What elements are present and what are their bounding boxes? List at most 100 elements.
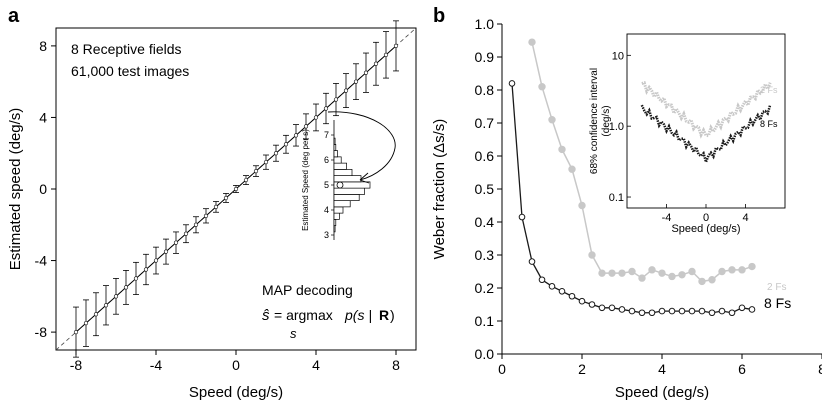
series-8fs-label: 8 Fs [764,295,791,311]
series-8fs-point [608,304,616,312]
panel-b-y-tick-label: 0.2 [475,280,495,296]
series-8fs-point [648,309,656,317]
series-2fs-point [748,262,756,271]
series-8fs-point [598,304,606,312]
data-point [303,124,309,129]
panel-a-x-tick-label: -4 [150,357,163,373]
formula-close: ) [390,307,395,323]
panel-a-points [73,43,399,335]
inset-hist-bar [333,212,340,220]
data-point [163,249,169,254]
panel-a-x-tick-label: -8 [70,357,83,373]
inset-b-x-ticks: -4 0 4 [662,204,749,224]
formula-R: R [379,307,389,323]
series-2fs-point [578,201,586,210]
panel-a-x-ticks: -8 -4 0 4 8 [70,350,400,373]
panel-b-y-ticks: 0.0 0.1 0.2 0.3 0.4 0.5 0.6 0.7 0.8 0.9 1.0 [475,16,502,362]
panel-b-y-tick-label: 0.0 [475,346,495,362]
inset-hist-bar [333,162,347,170]
inset-hist-tick-label: 6 [324,155,329,165]
inset-b-x-tick-label: 0 [703,212,709,224]
data-point [223,195,229,201]
inset-b-y-tick-label: 1.0 [609,121,624,133]
data-point [103,303,109,308]
series-2fs-point [678,271,686,279]
data-point [173,240,179,245]
data-point [233,186,239,192]
inset-2fs-line [641,80,772,139]
data-point [263,160,269,165]
inset-8fs-label: 8 Fs [760,119,778,129]
series-8fs-point [728,309,736,317]
data-point [83,321,89,326]
panel-b-y-tick-label: 0.3 [475,247,495,263]
inset-b-frame [626,33,786,209]
panel-a-ylabel: Estimated speed (deg/s) [7,108,24,271]
series-2fs-point [608,269,616,277]
panel-b-letter: b [433,5,445,27]
inset-hist-ticks: 3 4 5 6 7 [324,130,334,240]
data-point [93,312,99,317]
series-8fs-point [738,304,746,312]
data-point [153,258,159,263]
inset-hist-bar [333,187,365,195]
inset-hist-bar [333,137,336,145]
data-point [343,88,349,93]
map-formula: ŝ = argmax p(s | R ) s [262,307,395,341]
panel-a-letter: a [8,5,20,27]
inset-b-ylabel-1: 68% confidence interval [589,68,600,174]
panel-b-y-tick-label: 0.4 [475,214,495,230]
inset-hist-bar [333,206,344,214]
series-2fs-point [628,267,636,276]
panel-b-ylabel: Weber fraction (Δs/s) [431,119,448,260]
series-2fs-point [588,251,596,259]
series-8fs-point [658,307,666,315]
series-2fs-point [718,267,726,276]
data-point [393,43,399,48]
inset-8fs-line [640,104,772,166]
panel-b-x-tick-label: 6 [738,361,746,377]
series-8fs-point [618,306,626,313]
data-point [293,133,299,138]
data-point [333,97,339,102]
series-8fs-point [628,307,636,315]
panel-a-x-tick-label: 0 [232,357,240,373]
inset-b-y-tick-label: 10 [612,50,624,62]
data-point [203,213,209,218]
inset-hist-bar [333,175,362,183]
data-point [143,267,149,272]
series-8fs-point [588,301,596,308]
inset-hist-bar [333,194,360,201]
series-2fs-points [528,38,756,286]
data-point [383,52,389,57]
inset-b-y-tick-label: 0.1 [609,192,624,204]
panel-a-note-2: 61,000 test images [71,63,189,79]
panel-a-xlabel: Speed (deg/s) [189,384,283,401]
series-8fs-point [538,276,546,284]
inset-hist-bar [333,144,337,151]
data-point [253,169,259,174]
panel-b-y-tick-label: 0.6 [475,148,495,164]
data-point [123,285,129,290]
panel-a-y-tick-label: 0 [39,181,47,197]
panel-a-x-tick-label: 4 [312,357,320,373]
panel-a-y-ticks: -8 -4 0 4 8 [35,38,56,340]
inset-hist-bar [333,156,342,164]
panel-b-x-ticks: 0 2 4 6 8 [498,354,822,377]
inset-hist-bar [333,225,336,233]
data-point [373,61,379,66]
inset-hist-bar [333,219,337,226]
panel-a-y-tick-label: 8 [39,38,47,54]
series-2fs-point [728,266,736,274]
series-2fs-point [708,276,716,284]
series-8fs-point [668,307,676,315]
inset-b-x-tick-label: 4 [742,212,748,224]
inset-hist-tick-label: 4 [324,205,329,215]
inset-hist-tick-label: 7 [324,130,329,140]
series-2fs-point [528,38,536,46]
data-point [273,151,279,156]
series-8fs-point [558,288,566,295]
inset-b-xlabel: Speed (deg/s) [671,223,740,235]
series-2fs-point [618,269,626,277]
